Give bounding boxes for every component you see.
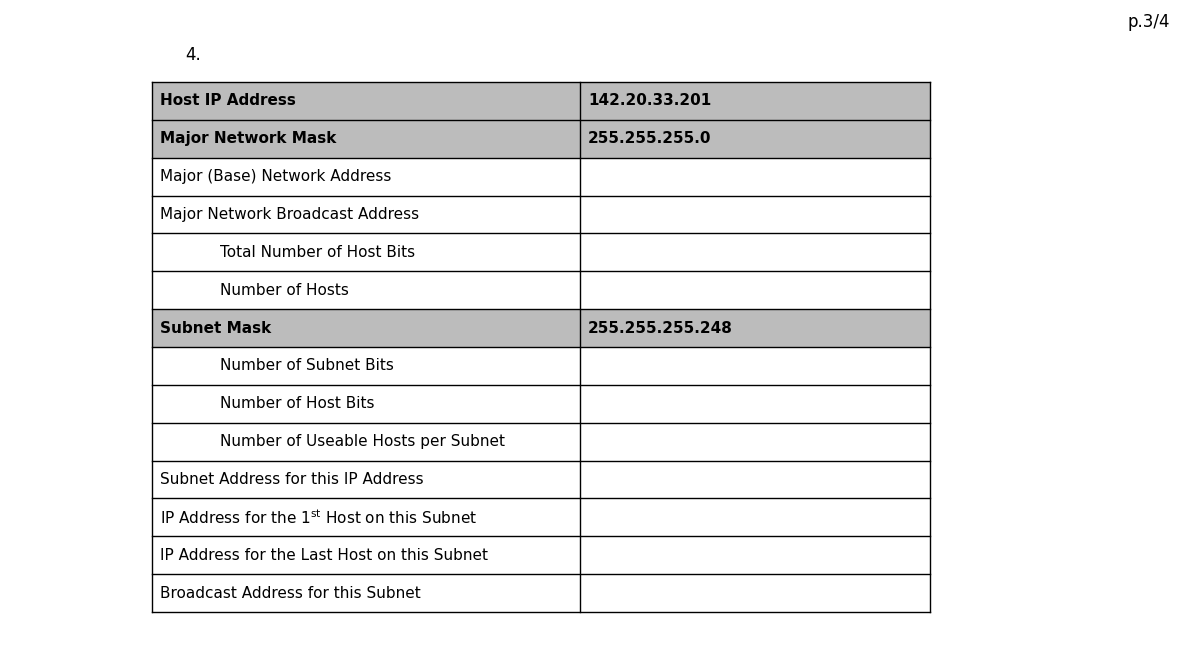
Text: IP Address for the Last Host on this Subnet: IP Address for the Last Host on this Sub… [160,548,488,562]
Text: Broadcast Address for this Subnet: Broadcast Address for this Subnet [160,586,421,601]
Text: IP Address for the 1$^{\mathregular{st}}$ Host on this Subnet: IP Address for the 1$^{\mathregular{st}}… [160,508,478,527]
Text: Number of Subnet Bits: Number of Subnet Bits [220,358,394,373]
Text: Number of Host Bits: Number of Host Bits [220,397,374,411]
Bar [152,120,930,157]
Text: Major (Base) Network Address: Major (Base) Network Address [160,169,391,184]
Text: 142.20.33.201: 142.20.33.201 [588,93,712,108]
Text: Subnet Address for this IP Address: Subnet Address for this IP Address [160,472,424,487]
Text: 255.255.255.248: 255.255.255.248 [588,321,733,336]
Text: Total Number of Host Bits: Total Number of Host Bits [220,245,415,260]
Text: Major Network Mask: Major Network Mask [160,132,336,146]
Bar [152,82,930,120]
Text: 4.: 4. [185,46,200,64]
Text: Number of Hosts: Number of Hosts [220,283,349,297]
Text: Major Network Broadcast Address: Major Network Broadcast Address [160,207,419,222]
Text: p.3/4: p.3/4 [1128,13,1170,31]
Bar [152,309,930,347]
Text: Subnet Mask: Subnet Mask [160,321,271,336]
Text: 255.255.255.0: 255.255.255.0 [588,132,712,146]
Text: Host IP Address: Host IP Address [160,93,296,108]
Text: Number of Useable Hosts per Subnet: Number of Useable Hosts per Subnet [220,434,505,449]
